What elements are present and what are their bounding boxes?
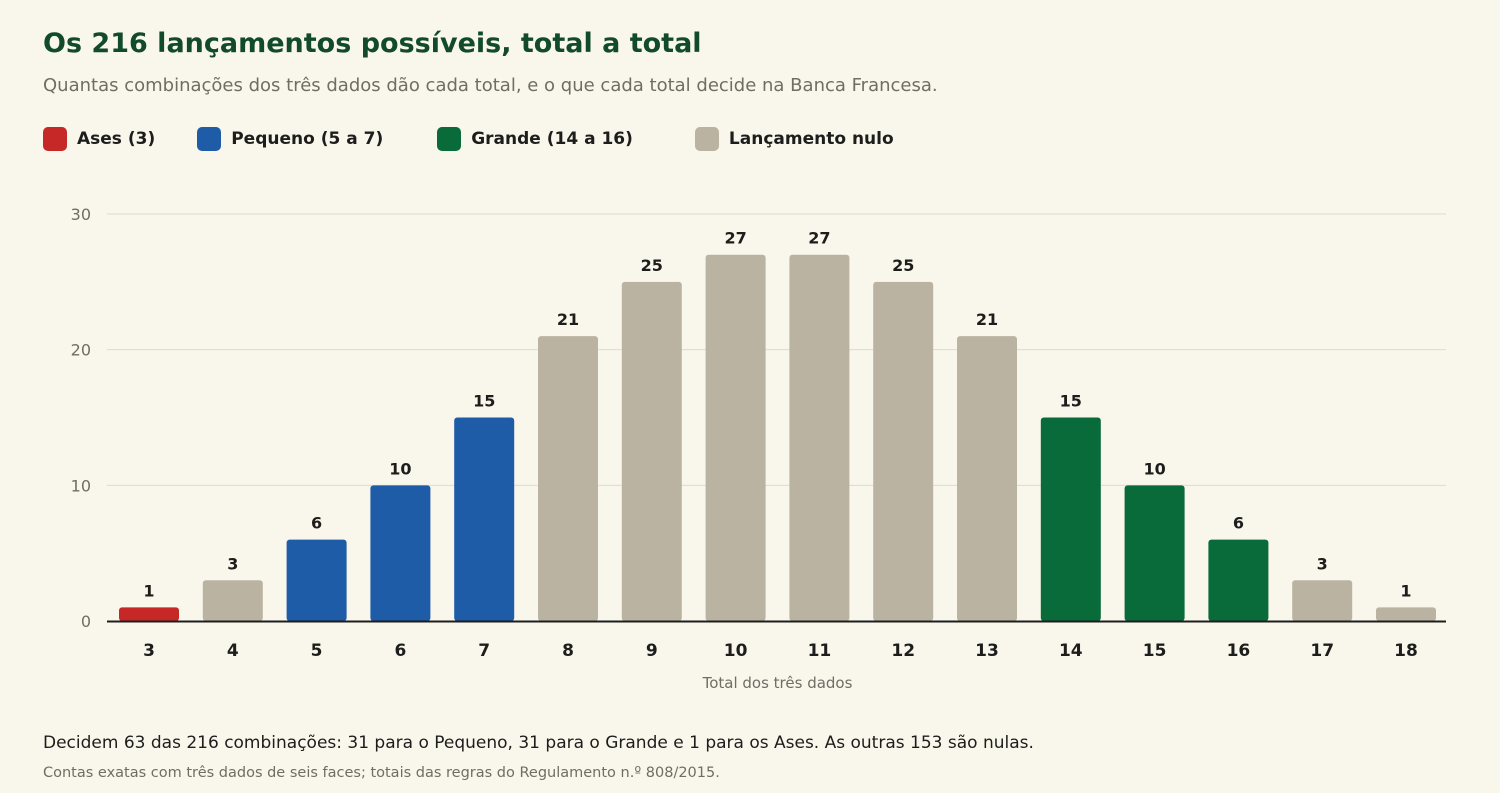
bar-9 (621, 281, 682, 621)
y-tick-label: 10 (71, 476, 91, 495)
legend-label-grande: Grande (14 a 16) (471, 129, 633, 149)
bar-4 (202, 580, 263, 621)
x-axis-ticks: 3 4 5 6 7 8 9 10 11 12 13 14 15 16 17 18 (143, 641, 1418, 661)
x-axis-label: Total dos três dados (702, 674, 853, 692)
y-tick-label: 0 (81, 612, 91, 631)
y-axis-ticks: 0 10 20 30 (71, 205, 91, 631)
x-tick-label: 11 (808, 641, 832, 661)
bar-value-label: 15 (1060, 392, 1082, 411)
gridlines (107, 213, 1446, 486)
legend-item-pequeno: Pequeno (5 a 7) (197, 127, 383, 151)
x-tick-label: 17 (1310, 641, 1334, 661)
legend-swatch-nulo (694, 127, 719, 151)
legend-item-ases: Ases (3) (43, 127, 155, 151)
legend-swatch-pequeno (197, 127, 222, 151)
x-tick-label: 9 (646, 641, 658, 661)
bar-value-label: 6 (1233, 514, 1244, 533)
bar-value-label: 10 (1143, 459, 1165, 478)
bar-value-label: 21 (976, 310, 998, 329)
bar-value-labels: 1 3 6 10 15 21 25 27 27 25 21 15 10 6 3 1 (143, 229, 1411, 601)
bar-value-label: 25 (641, 256, 663, 275)
bar-value-label: 3 (227, 554, 238, 573)
x-tick-label: 16 (1227, 641, 1251, 661)
bar-8 (538, 336, 598, 621)
bar-value-label: 1 (143, 581, 154, 600)
x-tick-label: 8 (562, 641, 574, 661)
bar-value-label: 27 (724, 229, 746, 248)
bar-13 (957, 336, 1017, 621)
bars (119, 254, 1436, 621)
bar-7 (454, 417, 515, 621)
bar-value-label: 10 (389, 459, 411, 478)
x-tick-label: 12 (891, 641, 915, 661)
bar-value-label: 6 (311, 514, 322, 533)
bar-value-label: 3 (1317, 554, 1328, 573)
footer-note: Decidem 63 das 216 combinações: 31 para … (43, 733, 1034, 753)
bar-18 (1376, 607, 1436, 621)
x-tick-label: 7 (478, 641, 490, 661)
bar-16 (1208, 539, 1269, 621)
bar-value-label: 27 (808, 229, 830, 248)
legend-item-grande: Grande (14 a 16) (437, 127, 633, 151)
x-tick-label: 5 (311, 641, 323, 661)
x-tick-label: 13 (975, 641, 999, 661)
chart-title: Os 216 lançamentos possíveis, total a to… (43, 28, 702, 59)
bar-10 (705, 254, 766, 621)
y-tick-label: 30 (71, 205, 91, 224)
legend-label-pequeno: Pequeno (5 a 7) (231, 129, 384, 149)
bar-3 (119, 607, 179, 621)
chart-subtitle: Quantas combinações dos três dados dão c… (43, 75, 938, 96)
bar-15 (1124, 485, 1185, 621)
x-tick-label: 3 (143, 641, 155, 661)
x-tick-label: 14 (1059, 641, 1083, 661)
legend-item-nulo: Lançamento nulo (694, 127, 894, 151)
x-tick-label: 15 (1143, 641, 1167, 661)
legend: Ases (3) Pequeno (5 a 7) Grande (14 a 16… (43, 126, 894, 152)
legend-label-nulo: Lançamento nulo (728, 129, 894, 149)
x-tick-label: 18 (1394, 641, 1418, 661)
bar-11 (789, 254, 850, 621)
footer-source: Contas exatas com três dados de seis fac… (43, 765, 720, 781)
legend-swatch-grande (437, 127, 462, 151)
bar-value-label: 21 (557, 310, 579, 329)
bar-value-label: 1 (1400, 581, 1411, 600)
bar-value-label: 15 (473, 392, 495, 411)
bar-12 (873, 281, 934, 621)
legend-swatch-ases (43, 127, 67, 151)
bar-14 (1040, 417, 1101, 621)
bar-17 (1292, 580, 1353, 621)
legend-label-ases: Ases (3) (77, 129, 156, 149)
x-tick-label: 4 (227, 641, 239, 661)
x-tick-label: 6 (394, 641, 406, 661)
y-tick-label: 20 (71, 341, 91, 360)
bar-5 (286, 539, 347, 621)
bar-value-label: 25 (892, 256, 914, 275)
bar-6 (370, 485, 431, 621)
x-tick-label: 10 (724, 641, 748, 661)
